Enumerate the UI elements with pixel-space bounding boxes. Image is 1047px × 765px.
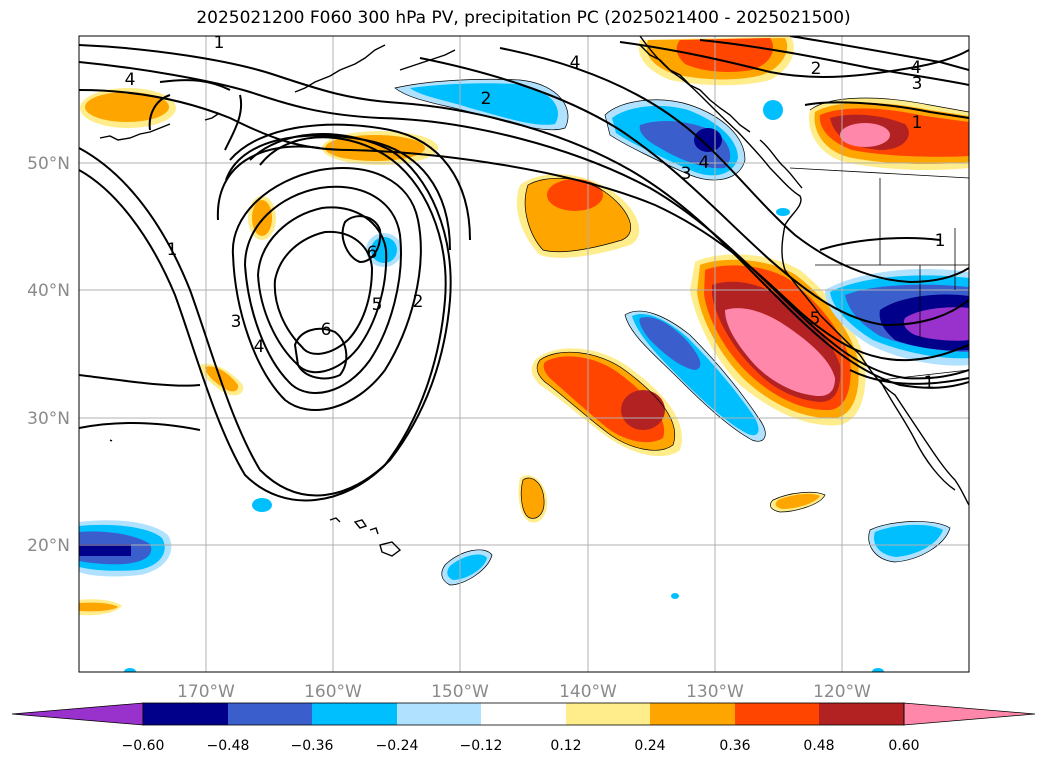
contour-label: 5 (372, 295, 383, 315)
colorbar-tick-label: 0.36 (719, 738, 750, 754)
colorbar-swatch (312, 703, 397, 725)
contour-label: 1 (167, 240, 178, 260)
map-area: 1 2 3 4 5 6 4 2 4 3 1 3 4 2 5 6 1 4 3 1 … (79, 0, 969, 672)
contour-label: 6 (367, 243, 378, 263)
precip-blob-positive (690, 254, 866, 426)
contour-label: 3 (928, 0, 939, 10)
lat-tick-label: 50°N (27, 154, 70, 174)
colorbar-swatch (566, 703, 650, 725)
precip-blob-negative (124, 668, 136, 672)
contour-label: 1 (214, 33, 225, 53)
precip-blob-negative (763, 100, 783, 120)
precip-blob-negative (395, 79, 568, 130)
precip-blob-positive (518, 475, 548, 523)
precip-blob-negative (605, 99, 745, 180)
contour-label: 6 (321, 320, 332, 340)
political-borders (789, 167, 969, 381)
lat-tick-label: 40°N (27, 281, 70, 301)
precip-blob-negative (868, 521, 950, 562)
contour-label: 2 (811, 59, 822, 79)
gridlines (79, 36, 969, 672)
precip-blob-negative (825, 269, 969, 366)
colorbar: −0.60 −0.48 −0.36 −0.24 −0.12 0.12 0.24 … (11, 702, 1036, 754)
contour-label: 3 (231, 312, 242, 332)
lon-tick-label: 140°W (559, 682, 617, 702)
contour-label: 4 (254, 337, 265, 357)
lat-tick-label: 30°N (27, 409, 70, 429)
colorbar-swatch (819, 703, 904, 725)
contour-label: 2 (413, 292, 424, 312)
colorbar-tick-label: −0.60 (122, 738, 165, 754)
precip-blob-negative (625, 311, 766, 442)
pv-contours (79, 36, 969, 502)
precip-outlines (394, 78, 969, 586)
lon-tick-label: 150°W (431, 682, 489, 702)
precip-blob-negative (441, 549, 492, 585)
colorbar-swatch (397, 703, 481, 725)
contour-label: 4 (699, 153, 710, 173)
precip-blob-negative (671, 593, 679, 599)
plot-title: 2025021200 F060 300 hPa PV, precipitatio… (196, 8, 851, 28)
precip-blob-positive (808, 98, 969, 170)
colorbar-swatch (143, 703, 228, 725)
colorbar-swatch (228, 703, 312, 725)
lon-tick-label: 160°W (304, 682, 362, 702)
colorbar-swatch (650, 703, 735, 725)
contour-label: 1 (924, 373, 935, 393)
colorbar-extend-min (11, 702, 144, 726)
precip-blob-positive (79, 599, 122, 616)
precip-blob-positive (200, 363, 244, 396)
colorbar-tick-label: −0.36 (291, 738, 334, 754)
colorbar-tick-label: 0.24 (634, 738, 665, 754)
lat-tick-labels: 20°N 30°N 40°N 50°N (27, 154, 70, 556)
colorbar-extend-max (903, 702, 1036, 726)
precip-blob-negative (776, 208, 790, 216)
lon-tick-label: 130°W (686, 682, 744, 702)
colorbar-tick-label: 0.48 (803, 738, 834, 754)
contour-label: 1 (935, 231, 946, 251)
lat-tick-label: 20°N (27, 536, 70, 556)
contour-label: 3 (681, 164, 692, 184)
map-frame (78, 35, 970, 673)
precip-blob-negative (366, 233, 402, 267)
lon-tick-label: 120°W (813, 682, 871, 702)
contour-label: 3 (912, 74, 923, 94)
colorbar-swatch (735, 703, 819, 725)
contour-label: 2 (481, 89, 492, 109)
lon-tick-label: 170°W (177, 682, 235, 702)
precip-blob-negative (79, 520, 172, 577)
contour-label: 4 (125, 70, 136, 90)
precip-blob-positive (80, 88, 176, 128)
colorbar-tick-label: 0.60 (888, 738, 919, 754)
lon-tick-labels: 170°W 160°W 150°W 140°W 130°W 120°W (177, 682, 871, 702)
contour-label: 5 (810, 309, 821, 329)
precip-blob-positive (638, 36, 794, 86)
contour-labels: 1 2 3 4 5 6 4 2 4 3 1 3 4 2 5 6 1 4 3 1 … (125, 0, 946, 393)
precip-blob-positive (516, 174, 640, 258)
colorbar-tick-label: 0.12 (550, 738, 581, 754)
colorbar-tick-label: −0.12 (460, 738, 503, 754)
precip-blob-positive (531, 348, 682, 457)
precip-blob-negative (872, 668, 884, 672)
colorbar-tick-label: −0.24 (376, 738, 419, 754)
contour-label: 4 (570, 53, 581, 73)
contour-label: 1 (912, 113, 923, 133)
colorbar-tick-label: −0.48 (207, 738, 250, 754)
colorbar-swatch (481, 703, 566, 725)
precip-blob-positive (770, 492, 825, 512)
contour-label: 4 (911, 58, 922, 78)
precip-blob-negative (252, 498, 272, 512)
coastlines (99, 36, 969, 557)
